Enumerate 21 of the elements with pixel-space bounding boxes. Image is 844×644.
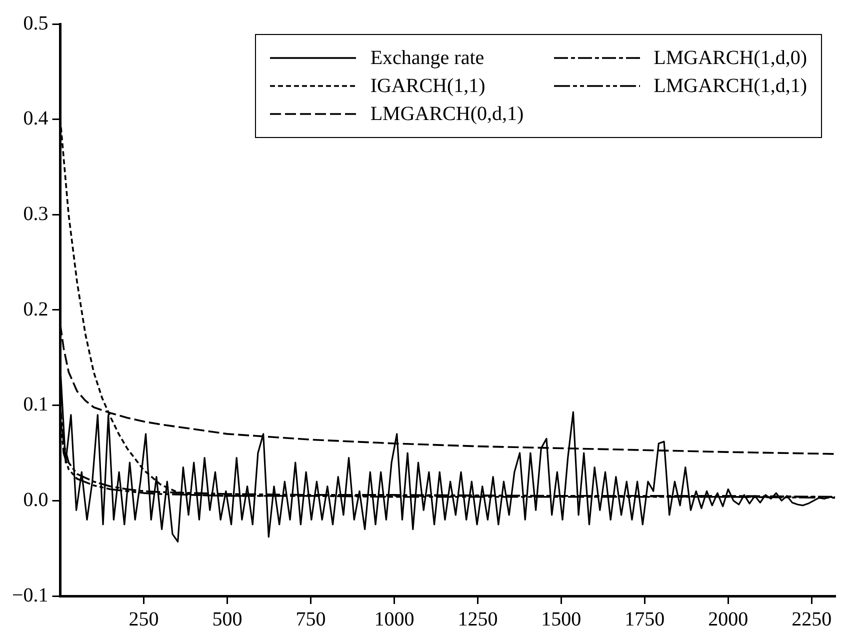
- y-tick-label: 0.4: [23, 108, 48, 130]
- legend-label: LMGARCH(1,d,1): [654, 74, 807, 99]
- legend-label: Exchange rate: [370, 46, 484, 71]
- y-tick-label: −0.1: [12, 584, 48, 606]
- y-tick-label: 0.2: [23, 298, 48, 320]
- legend-label: LMGARCH(0,d,1): [370, 102, 524, 127]
- x-tick-label: 500: [212, 608, 242, 630]
- legend-label: LMGARCH(1,d,0): [654, 46, 807, 71]
- x-tick-label: 2250: [792, 608, 832, 630]
- y-tick-label: 0.0: [23, 488, 48, 511]
- x-tick-label: 750: [296, 608, 326, 630]
- y-tick-label: 0.3: [23, 202, 48, 225]
- x-tick-label: 1250: [458, 608, 498, 630]
- x-tick-label: 1500: [541, 608, 582, 630]
- y-tick-label: 0.5: [23, 12, 48, 34]
- x-tick-label: 1000: [374, 608, 414, 630]
- y-tick-label: 0.1: [23, 394, 48, 416]
- x-tick-label: 1750: [624, 608, 665, 630]
- x-tick-label: 250: [128, 608, 159, 630]
- x-tick-label: 2000: [708, 608, 748, 630]
- legend-label: IGARCH(1,1): [370, 74, 486, 99]
